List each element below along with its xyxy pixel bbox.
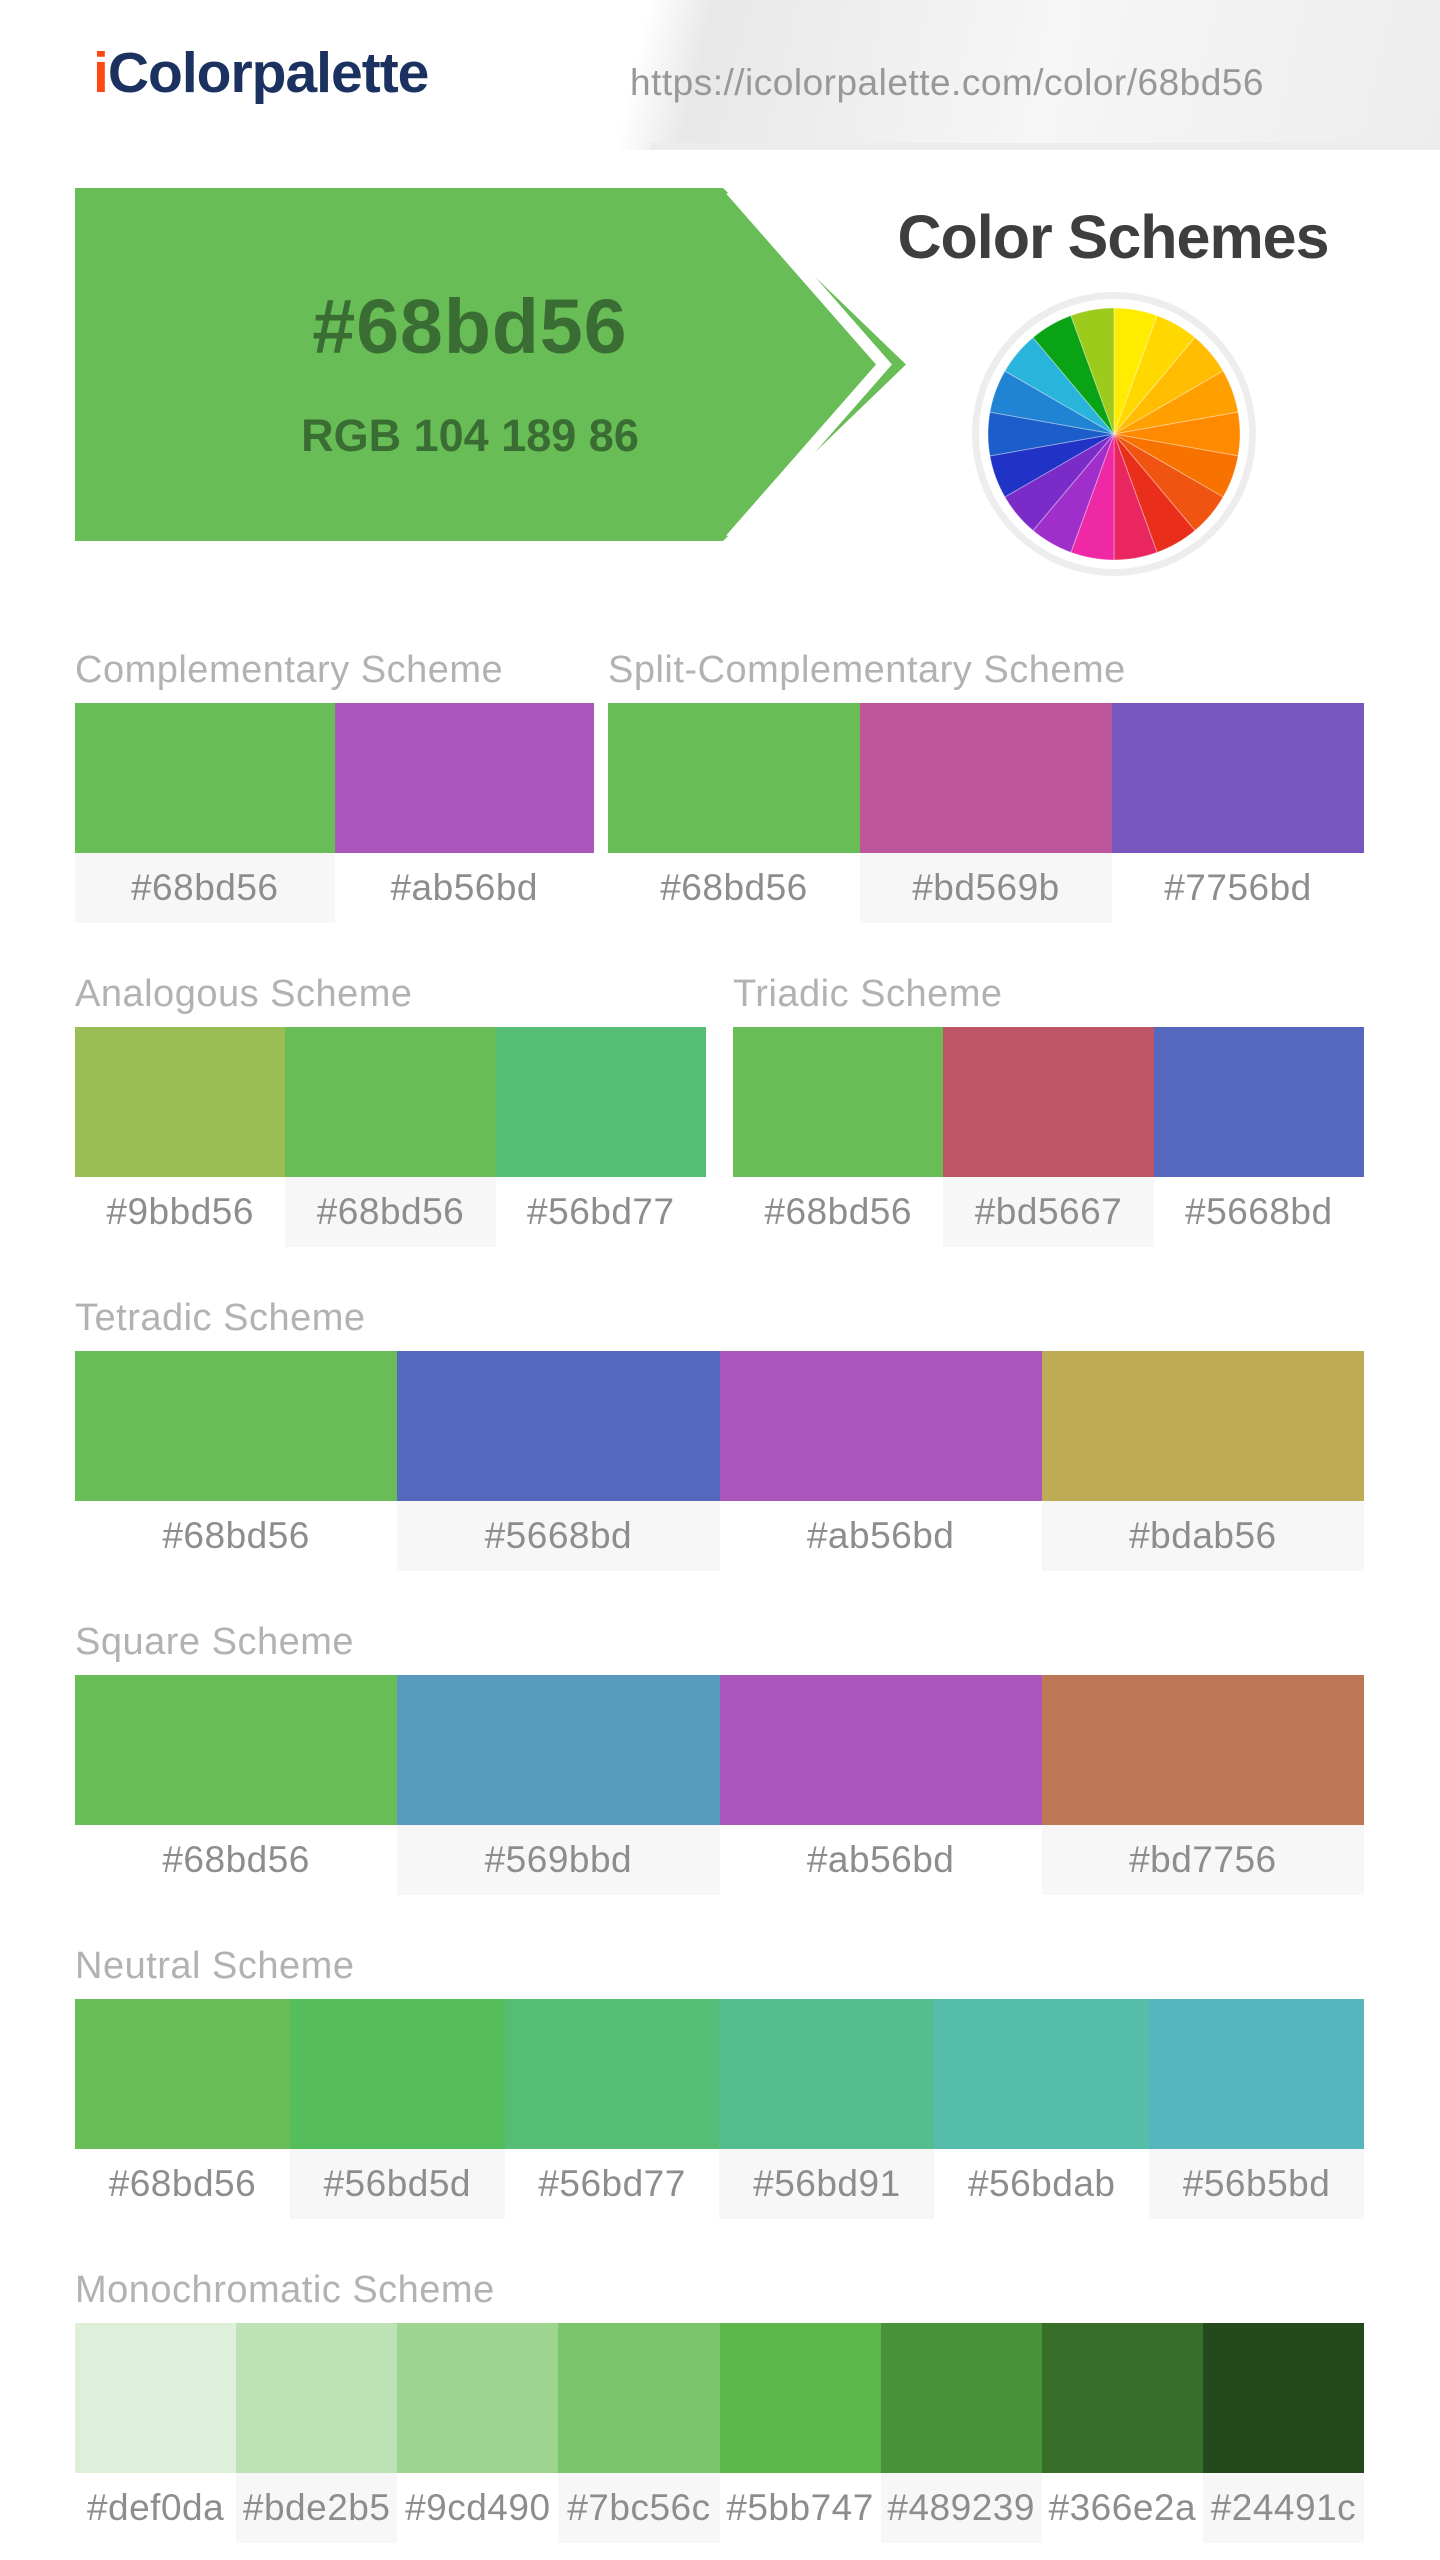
scheme-title: Triadic Scheme <box>733 973 1003 1015</box>
color-swatch[interactable] <box>719 1999 935 2149</box>
scheme-tetradic: Tetradic Scheme #68bd56 #5668bd #ab56bd … <box>75 1297 1364 1571</box>
color-hex-label: #bd7756 <box>1041 1825 1364 1895</box>
color-hex-label: #68bd56 <box>285 1177 496 1247</box>
color-hex-label: #68bd56 <box>108 2163 257 2204</box>
color-hex-label: #56bd77 <box>527 1191 675 1232</box>
color-swatch[interactable] <box>1041 2323 1203 2473</box>
color-hex-label: #68bd56 <box>764 1191 912 1232</box>
color-hex-label: #56bdab <box>967 2163 1116 2204</box>
scheme-title: Complementary Scheme <box>75 649 504 691</box>
scheme-title: Square Scheme <box>75 1621 354 1663</box>
color-wheel-icon <box>972 292 1256 576</box>
color-swatch[interactable] <box>75 1999 290 2149</box>
logo-i: i <box>93 41 109 105</box>
page-url: https://icolorpalette.com/color/68bd56 <box>630 62 1264 103</box>
scheme-title: Analogous Scheme <box>75 973 413 1015</box>
color-swatch[interactable] <box>75 2323 237 2473</box>
color-swatch[interactable] <box>719 1675 1042 1825</box>
color-hex-label: #56bd91 <box>719 2149 935 2219</box>
color-hex-label: #ab56bd <box>390 867 539 908</box>
scheme-monochromatic: Monochromatic Scheme #def0da #bde2b5 #9c… <box>75 2269 1364 2543</box>
logo-text: Colorpalette <box>107 41 430 105</box>
scheme-title: Monochromatic Scheme <box>75 2269 495 2311</box>
color-hex-label: #ab56bd <box>806 1839 955 1880</box>
banner-rgb-value: RGB 104 189 86 <box>301 410 639 461</box>
color-swatch[interactable] <box>397 1675 720 1825</box>
color-swatch[interactable] <box>1041 1351 1364 1501</box>
banner-hex-value: #68bd56 <box>312 284 628 370</box>
color-swatch[interactable] <box>719 1351 1042 1501</box>
color-hex-label: #366e2a <box>1048 2487 1197 2528</box>
color-hex-label: #5bb747 <box>726 2487 874 2528</box>
color-swatch[interactable] <box>289 1999 505 2149</box>
banner-arrow-shape <box>75 188 906 541</box>
color-hex-label: #bdab56 <box>1041 1501 1364 1571</box>
color-hex-label: #9cd490 <box>405 2487 551 2528</box>
color-swatch[interactable] <box>236 2323 398 2473</box>
color-swatch[interactable] <box>504 1999 720 2149</box>
scheme-split-complementary: Split-Complementary Scheme #68bd56 #bd56… <box>608 649 1364 923</box>
scheme-square: Square Scheme #68bd56 #569bbd #ab56bd #b… <box>75 1621 1364 1895</box>
color-swatch[interactable] <box>285 1027 496 1177</box>
color-swatch[interactable] <box>719 2323 881 2473</box>
color-banner-arrow <box>75 188 906 541</box>
color-swatch[interactable] <box>1112 703 1364 853</box>
color-swatch[interactable] <box>495 1027 706 1177</box>
site-header: iColorpalette https://icolorpalette.com/… <box>0 0 1440 150</box>
color-swatch[interactable] <box>934 1999 1150 2149</box>
site-logo[interactable]: iColorpalette <box>93 40 430 106</box>
color-hex-label: #ab56bd <box>806 1515 955 1556</box>
color-hex-label: #bde2b5 <box>236 2473 398 2543</box>
color-hex-label: #9bbd56 <box>106 1191 254 1232</box>
color-hex-label: #68bd56 <box>162 1839 310 1880</box>
color-hex-label: #569bbd <box>397 1825 720 1895</box>
banner-arrow-stripe <box>726 188 892 541</box>
color-swatch[interactable] <box>733 1027 944 1177</box>
scheme-title: Neutral Scheme <box>75 1945 355 1987</box>
scheme-triadic: Triadic Scheme #68bd56 #bd5667 #5668bd <box>733 973 1364 1247</box>
color-swatch[interactable] <box>558 2323 720 2473</box>
color-swatch[interactable] <box>397 1351 720 1501</box>
color-swatch[interactable] <box>1153 1027 1364 1177</box>
color-hex-label: #7bc56c <box>558 2473 720 2543</box>
color-hex-label: #489239 <box>880 2473 1042 2543</box>
color-hex-label: #68bd56 <box>660 867 808 908</box>
color-hex-label: #bd5667 <box>943 1177 1154 1247</box>
color-hex-label: #7756bd <box>1164 867 1312 908</box>
color-swatch[interactable] <box>75 703 335 853</box>
color-hex-label: #68bd56 <box>162 1515 310 1556</box>
color-swatch[interactable] <box>1202 2323 1364 2473</box>
color-hex-label: #56b5bd <box>1149 2149 1364 2219</box>
color-swatch[interactable] <box>334 703 594 853</box>
scheme-title: Tetradic Scheme <box>75 1297 366 1339</box>
scheme-neutral: Neutral Scheme #68bd56 #56bd5d #56bd77 #… <box>75 1945 1364 2219</box>
color-swatch[interactable] <box>1041 1675 1364 1825</box>
color-swatch[interactable] <box>75 1351 398 1501</box>
color-hex-label: #56bd5d <box>289 2149 505 2219</box>
color-hex-label: #bd569b <box>860 853 1112 923</box>
color-swatch[interactable] <box>943 1027 1154 1177</box>
scheme-complementary: Complementary Scheme #68bd56 #ab56bd <box>75 649 594 923</box>
color-hex-label: #5668bd <box>1185 1191 1333 1232</box>
color-swatch[interactable] <box>1149 1999 1364 2149</box>
color-schemes-title: Color Schemes <box>897 203 1329 271</box>
scheme-analogous: Analogous Scheme #9bbd56 #68bd56 #56bd77 <box>75 973 706 1247</box>
color-hex-label: #def0da <box>86 2487 225 2528</box>
color-swatch[interactable] <box>75 1027 286 1177</box>
hero-section: #68bd56 RGB 104 189 86 Color Schemes <box>0 188 1440 576</box>
banner-text: #68bd56 RGB 104 189 86 <box>75 283 865 462</box>
color-swatch[interactable] <box>75 1675 398 1825</box>
color-hex-label: #56bd77 <box>538 2163 686 2204</box>
color-hex-label: #68bd56 <box>75 853 335 923</box>
color-swatch[interactable] <box>608 703 860 853</box>
color-swatch[interactable] <box>880 2323 1042 2473</box>
color-swatch[interactable] <box>860 703 1112 853</box>
color-swatch[interactable] <box>397 2323 559 2473</box>
color-hex-label: #5668bd <box>397 1501 720 1571</box>
scheme-title: Split-Complementary Scheme <box>608 649 1126 691</box>
schemes-content: Complementary Scheme #68bd56 #ab56bd Spl… <box>75 649 1364 2543</box>
color-hex-label: #24491c <box>1202 2473 1364 2543</box>
